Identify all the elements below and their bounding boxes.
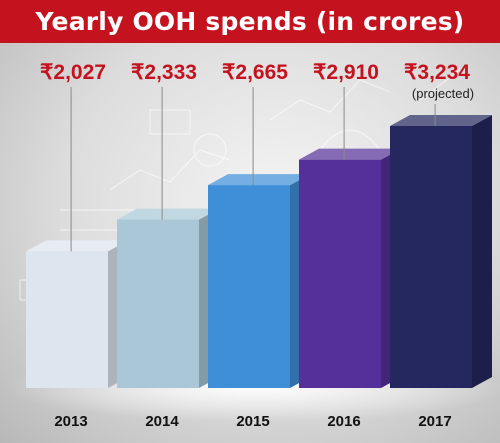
bar-2017 [390,115,492,388]
bar-top [208,174,310,186]
year-label: 2016 [327,413,360,430]
value-label: ₹2,665 [222,61,288,84]
bar-top [390,115,492,126]
note-label: (projected) [412,86,474,101]
value-label: ₹2,333 [131,61,197,84]
year-label: 2014 [145,413,179,430]
bar-2014 [117,208,219,388]
bar-front [208,185,290,388]
bar-top [299,148,401,160]
year-label: 2013 [54,413,87,430]
bar-top [26,240,128,252]
bar-2013 [26,240,128,388]
value-label: ₹2,027 [40,61,106,84]
bar-2015 [208,174,310,388]
bar-2016 [299,148,401,388]
value-label: ₹3,234 [404,61,470,84]
year-label: 2017 [418,413,451,430]
title-bar: Yearly OOH spends (in crores) [0,0,500,43]
bar-front [117,219,199,388]
bar-front [390,126,472,388]
year-label: 2015 [236,413,269,430]
bar-front [299,159,381,388]
bar-side [472,115,492,388]
bar-top [117,208,219,220]
value-label: ₹2,910 [313,61,379,84]
chart-title: Yearly OOH spends (in crores) [35,7,465,36]
bar-front [26,251,108,388]
